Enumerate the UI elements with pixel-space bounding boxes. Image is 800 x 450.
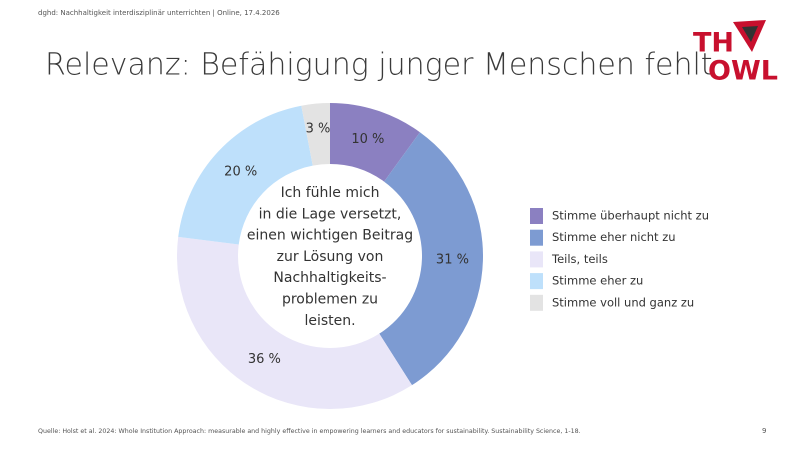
slice-label: 3 % (306, 122, 331, 137)
donut-slice (330, 103, 420, 182)
center-text: in die Lage versetzt, (259, 206, 402, 222)
page-number: 9 (762, 427, 766, 435)
legend-label: Stimme überhaupt nicht zu (552, 209, 709, 223)
center-text: einen wichtigen Beitrag (247, 228, 413, 244)
donut-chart: 10 % 31 % 36 % 20 % 3 % Ich fühle mich in die … (177, 103, 483, 409)
slice-label: 10 % (351, 132, 384, 147)
slide-title: Relevanz: Befähigung junger Menschen feh… (45, 48, 713, 83)
legend: Stimme überhaupt nicht zu Stimme eher nic… (530, 208, 709, 311)
donut-slice (301, 103, 330, 166)
logo-owl: OWL (708, 56, 778, 87)
legend-label: Stimme voll und ganz zu (552, 295, 694, 309)
legend-swatch (530, 229, 543, 246)
slice-label: 36 % (248, 352, 281, 367)
center-text: zur Lösung von (277, 249, 384, 265)
center-text: leisten. (304, 313, 355, 329)
donut-slice (177, 236, 412, 409)
slice-label: 31 % (436, 252, 469, 267)
logo: TH OWL (693, 20, 778, 87)
center-text: Nachhaltigkeits- (273, 270, 386, 286)
donut-slice (178, 105, 313, 245)
legend-swatch (530, 294, 543, 311)
slice-label: 20 % (224, 165, 257, 180)
logo-icon-inner (742, 26, 758, 42)
logo-th: TH (693, 28, 734, 59)
donut-slice (379, 132, 483, 386)
center-text: problemen zu (282, 292, 378, 308)
legend-swatch (530, 251, 543, 268)
legend-label: Stimme eher nicht zu (552, 230, 676, 244)
event-line: dghd: Nachhaltigkeit interdisziplinär un… (38, 9, 280, 17)
legend-swatch (530, 273, 543, 290)
legend-label: Teils, teils (551, 252, 608, 266)
source: Quelle: Holst et al. 2024: Whole Institu… (38, 428, 581, 435)
legend-label: Stimme eher zu (552, 274, 643, 288)
center-text: Ich fühle mich (281, 185, 380, 201)
legend-swatch (530, 208, 543, 224)
